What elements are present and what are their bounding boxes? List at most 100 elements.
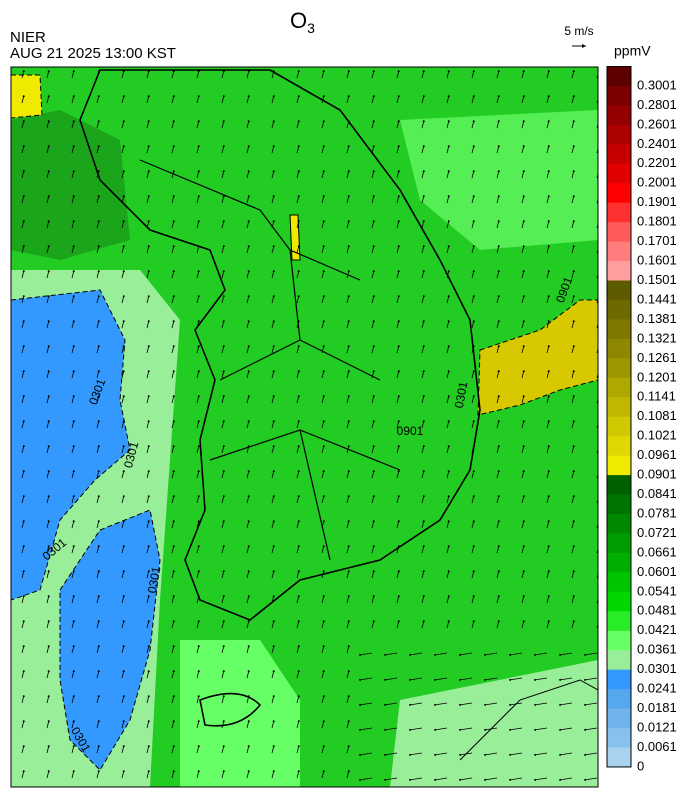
wind-arrow xyxy=(21,746,25,754)
wind-arrow xyxy=(496,546,500,554)
wind-arrow xyxy=(521,196,525,204)
wind-arrow xyxy=(221,771,225,779)
wind-arrow xyxy=(121,171,125,179)
wind-arrow xyxy=(346,146,350,154)
colorbar-box xyxy=(607,397,631,418)
wind-arrow-head xyxy=(397,195,400,198)
wind-arrow-head xyxy=(147,295,150,298)
wind-arrow-head xyxy=(272,445,275,448)
wind-arrow-head xyxy=(247,245,250,248)
wind-arrow xyxy=(296,396,300,404)
colorbar-box xyxy=(607,689,631,710)
wind-arrow xyxy=(171,721,175,729)
wind-arrow-head xyxy=(447,370,450,373)
wind-arrow-head xyxy=(497,395,500,398)
wind-arrow xyxy=(421,346,425,354)
wind-arrow xyxy=(446,146,450,154)
wind-arrow xyxy=(46,296,50,304)
wind-arrow xyxy=(321,96,325,104)
wind-arrow xyxy=(296,721,300,729)
wind-arrow xyxy=(171,471,175,479)
wind-arrow xyxy=(271,396,275,404)
wind-arrow xyxy=(546,271,550,279)
wind-arrow-head xyxy=(247,420,250,423)
wind-arrow xyxy=(171,396,175,404)
colorbar-box xyxy=(607,728,631,748)
wind-arrow-head xyxy=(447,170,450,173)
wind-arrow-head xyxy=(422,595,425,598)
wind-arrow-head xyxy=(22,595,25,598)
wind-arrow-head xyxy=(422,70,425,73)
wind-arrow-head xyxy=(147,720,150,723)
wind-arrow xyxy=(471,346,475,354)
colorbar-box xyxy=(607,163,631,184)
wind-arrow-head xyxy=(347,395,350,398)
wind-arrow xyxy=(271,346,275,354)
wind-arrow xyxy=(146,421,150,429)
wind-arrow-head xyxy=(147,745,150,748)
wind-arrow xyxy=(321,746,325,754)
colorbar-label: 0.1141 xyxy=(637,389,676,404)
wind-arrow-head xyxy=(372,320,375,323)
wind-arrow-head xyxy=(297,495,300,498)
wind-arrow-head xyxy=(222,745,225,748)
wind-arrow-head xyxy=(472,145,475,148)
colorbar-box xyxy=(607,650,631,671)
wind-arrow xyxy=(246,521,250,529)
wind-arrow xyxy=(71,571,75,579)
wind-arrow xyxy=(221,646,225,654)
wind-arrow-head xyxy=(322,520,325,523)
wind-arrow xyxy=(346,571,350,579)
wind-arrow-head xyxy=(497,95,500,98)
wind-arrow-head xyxy=(122,245,125,248)
wind-arrow xyxy=(421,421,425,429)
wind-arrow-head xyxy=(72,620,75,623)
wind-arrow-head xyxy=(22,670,25,673)
wind-arrow xyxy=(71,646,75,654)
wind-arrow xyxy=(71,196,75,204)
wind-arrow-head xyxy=(197,270,200,273)
wind-arrow xyxy=(421,621,425,629)
wind-arrow-head xyxy=(347,570,350,573)
wind-arrow-head xyxy=(72,720,75,723)
wind-arrow-head xyxy=(297,95,300,98)
wind-arrow-head xyxy=(522,420,525,423)
wind-arrow-head xyxy=(72,545,75,548)
wind-arrow-head xyxy=(272,545,275,548)
wind-arrow xyxy=(121,471,125,479)
wind-arrow xyxy=(571,421,575,429)
wind-arrow xyxy=(321,646,325,654)
wind-arrow xyxy=(46,421,50,429)
wind-arrow xyxy=(471,596,475,604)
wind-arrow-head xyxy=(497,370,500,373)
colorbar-box xyxy=(607,319,631,340)
colorbar-box xyxy=(607,299,631,320)
wind-arrow xyxy=(296,471,300,479)
wind-arrow-head xyxy=(97,595,100,598)
wind-arrow-head xyxy=(347,295,350,298)
wind-arrow-head xyxy=(347,120,350,123)
wind-arrow xyxy=(121,721,125,729)
wind-arrow-head xyxy=(222,545,225,548)
wind-arrow-head xyxy=(97,95,100,98)
wind-arrow xyxy=(196,496,200,504)
wind-arrow xyxy=(121,271,125,279)
wind-arrow-head xyxy=(197,545,200,548)
wind-arrow-head xyxy=(222,70,225,73)
wind-arrow-head xyxy=(322,245,325,248)
wind-arrow-head xyxy=(472,445,475,448)
wind-arrow xyxy=(196,171,200,179)
wind-arrow-head xyxy=(459,728,462,731)
wind-arrow-head xyxy=(572,270,575,273)
wind-arrow xyxy=(385,677,398,681)
wind-arrow-head xyxy=(247,545,250,548)
colorbar-box xyxy=(607,85,631,106)
colorbar-box xyxy=(607,572,631,593)
wind-arrow xyxy=(296,96,300,104)
wind-arrow xyxy=(346,721,350,729)
colorbar-label: 0.0301 xyxy=(637,661,677,676)
wind-arrow xyxy=(21,371,25,379)
wind-arrow xyxy=(471,196,475,204)
wind-arrow xyxy=(521,346,525,354)
